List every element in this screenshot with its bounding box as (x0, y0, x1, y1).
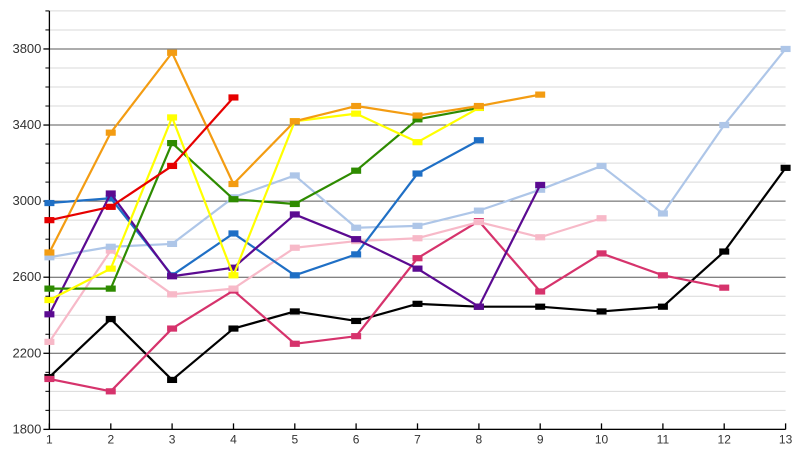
svg-text:9: 9 (537, 432, 544, 446)
svg-text:3800: 3800 (12, 41, 41, 56)
svg-text:8: 8 (476, 432, 483, 446)
svg-text:10: 10 (595, 432, 609, 446)
svg-text:2200: 2200 (12, 345, 41, 360)
svg-text:2600: 2600 (12, 269, 41, 284)
svg-text:11: 11 (657, 432, 670, 446)
svg-text:3000: 3000 (12, 193, 41, 208)
svg-text:5: 5 (291, 432, 298, 446)
svg-text:1800: 1800 (12, 421, 41, 436)
svg-text:13: 13 (779, 432, 793, 446)
svg-text:4: 4 (230, 432, 237, 446)
svg-text:6: 6 (353, 432, 360, 446)
svg-text:3400: 3400 (12, 117, 41, 132)
svg-text:3: 3 (169, 432, 176, 446)
svg-text:1: 1 (46, 432, 53, 446)
svg-text:2: 2 (107, 432, 114, 446)
svg-text:7: 7 (414, 432, 421, 446)
svg-text:12: 12 (718, 432, 732, 446)
